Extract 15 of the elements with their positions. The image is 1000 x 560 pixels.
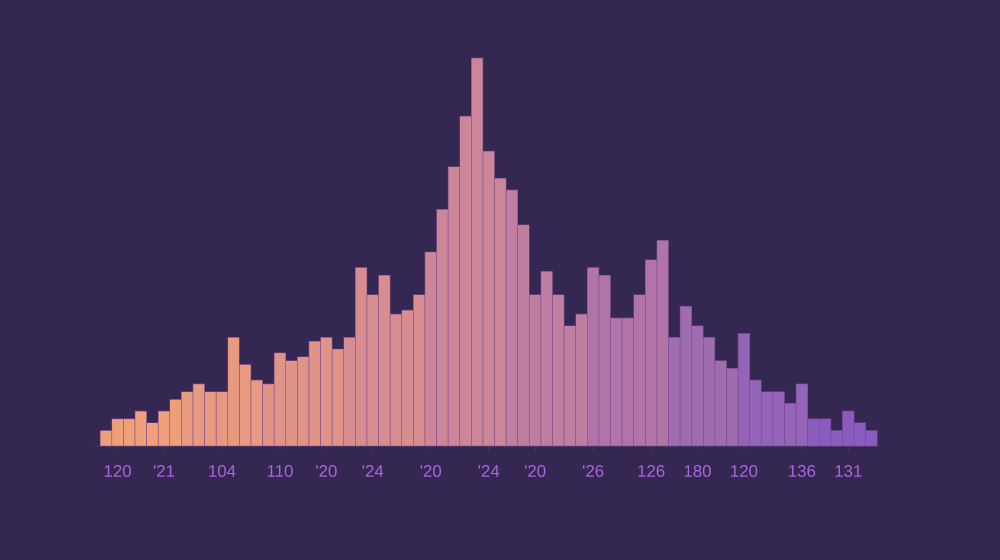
x-tick-label: '20 — [316, 465, 337, 477]
x-tick-label: '24 — [362, 465, 384, 477]
x-tick-label: '26 — [582, 465, 604, 477]
x-tick-label: 104 — [209, 465, 236, 477]
x-tick-label: 120 — [731, 465, 758, 477]
x-tick-label: '20 — [524, 465, 546, 477]
x-tick-label: 126 — [638, 465, 664, 477]
x-tick-label: 110 — [268, 465, 293, 477]
x-tick-label: '24 — [478, 465, 500, 477]
x-tick-label: 180 — [684, 465, 711, 477]
x-tick-label: '20 — [420, 465, 442, 477]
x-tick-label: 131 — [835, 465, 862, 477]
x-tick-label: 136 — [789, 465, 816, 477]
x-tick-label: '21 — [154, 465, 174, 477]
x-tick-label: 120 — [104, 465, 132, 477]
